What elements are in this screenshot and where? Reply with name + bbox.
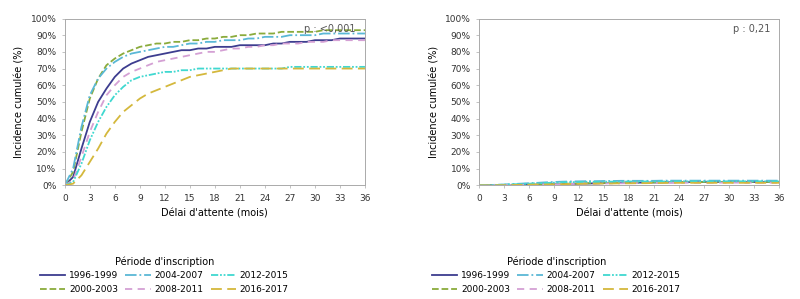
X-axis label: Délai d'attente (mois): Délai d'attente (mois) <box>576 208 682 218</box>
Y-axis label: Incidence cumulée (%): Incidence cumulée (%) <box>15 46 25 158</box>
X-axis label: Délai d'attente (mois): Délai d'attente (mois) <box>162 208 268 218</box>
Legend: 1996-1999, 2000-2003, 2004-2007, 2008-2011, 2012-2015, 2016-2017: 1996-1999, 2000-2003, 2004-2007, 2008-20… <box>37 253 292 298</box>
Y-axis label: Incidence cumulée (%): Incidence cumulée (%) <box>430 46 439 158</box>
Text: p : <0,001: p : <0,001 <box>305 24 356 33</box>
Legend: 1996-1999, 2000-2003, 2004-2007, 2008-2011, 2012-2015, 2016-2017: 1996-1999, 2000-2003, 2004-2007, 2008-20… <box>429 253 684 298</box>
Text: p : 0,21: p : 0,21 <box>733 24 770 33</box>
